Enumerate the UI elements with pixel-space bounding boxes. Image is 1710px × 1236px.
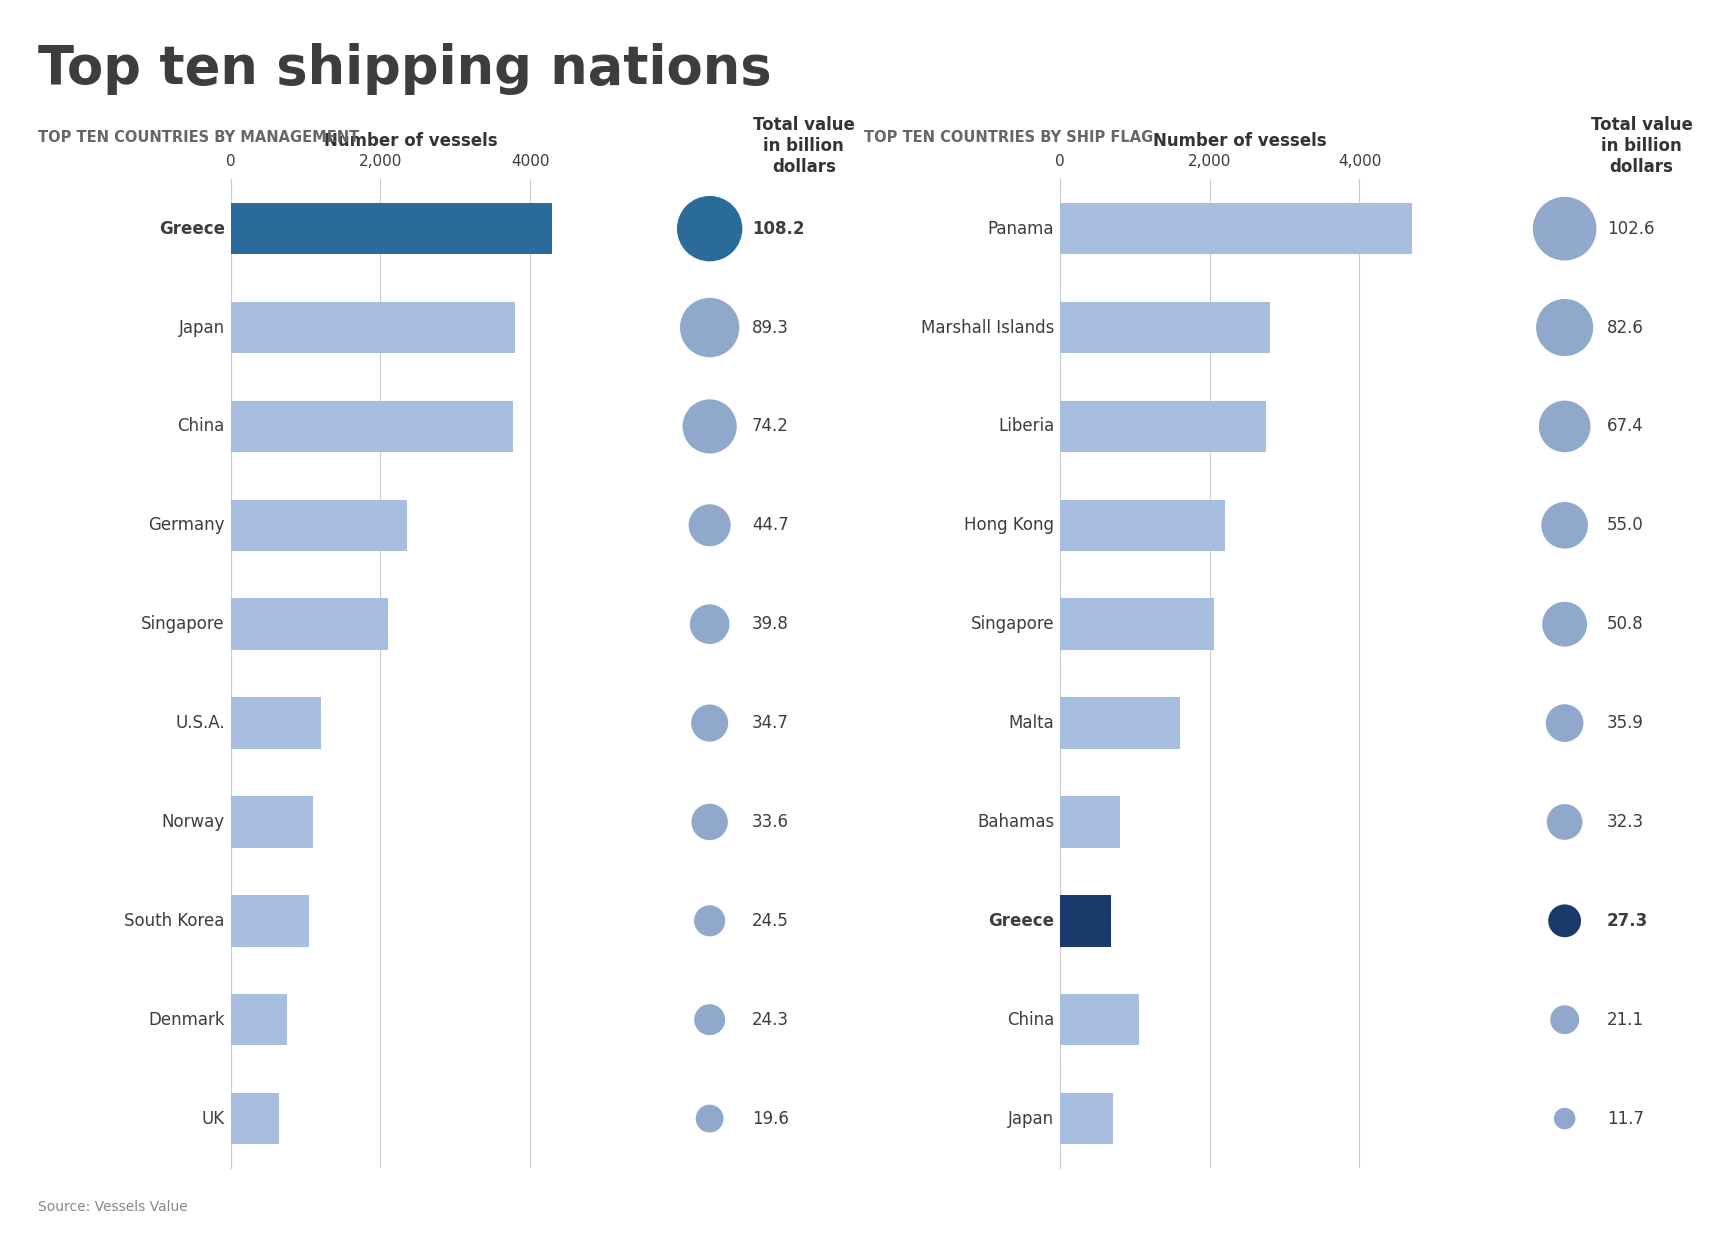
Bar [231,302,515,353]
Bar [231,1093,279,1145]
Text: 27.3: 27.3 [1607,912,1648,929]
Text: Source: Vessels Value: Source: Vessels Value [38,1200,188,1214]
Bar [1060,598,1214,650]
Bar [1060,499,1224,551]
Text: 35.9: 35.9 [1607,714,1643,732]
Text: Panama: Panama [988,220,1053,237]
Bar [231,400,513,452]
Ellipse shape [696,1105,723,1132]
Ellipse shape [1546,705,1583,742]
Bar [231,895,310,947]
Text: Singapore: Singapore [142,616,226,633]
Ellipse shape [691,705,728,742]
Text: Germany: Germany [149,517,226,534]
Text: 34.7: 34.7 [752,714,788,732]
Bar [1060,1093,1113,1145]
Text: Malta: Malta [1009,714,1053,732]
Bar [231,796,313,848]
Ellipse shape [681,298,739,357]
Text: Total value
in billion
dollars: Total value in billion dollars [752,116,855,176]
Text: 50.8: 50.8 [1607,616,1643,633]
Text: China: China [1007,1011,1053,1028]
Text: TOP TEN COUNTRIES BY SHIP FLAG: TOP TEN COUNTRIES BY SHIP FLAG [864,130,1153,145]
Text: 24.3: 24.3 [752,1011,788,1028]
Text: Top ten shipping nations: Top ten shipping nations [38,43,771,95]
Bar [1060,203,1412,255]
Text: 32.3: 32.3 [1607,813,1643,831]
Bar [231,203,552,255]
Ellipse shape [689,504,730,546]
Text: 24.5: 24.5 [752,912,788,929]
Text: Norway: Norway [162,813,226,831]
Ellipse shape [1554,1107,1575,1130]
Bar [1060,697,1180,749]
Bar [231,994,287,1046]
Bar [231,499,407,551]
Text: Greece: Greece [988,912,1053,929]
Text: TOP TEN COUNTRIES BY MANAGEMENT: TOP TEN COUNTRIES BY MANAGEMENT [38,130,359,145]
Ellipse shape [1532,197,1597,261]
Ellipse shape [1548,805,1582,839]
X-axis label: Number of vessels: Number of vessels [323,132,498,150]
Text: 19.6: 19.6 [752,1110,788,1127]
Text: 11.7: 11.7 [1607,1110,1643,1127]
X-axis label: Number of vessels: Number of vessels [1153,132,1327,150]
Text: 39.8: 39.8 [752,616,788,633]
Text: Bahamas: Bahamas [976,813,1053,831]
Text: Hong Kong: Hong Kong [964,517,1053,534]
Text: Singapore: Singapore [971,616,1053,633]
Ellipse shape [682,399,737,454]
Bar [1060,994,1139,1046]
Text: Japan: Japan [1009,1110,1053,1127]
Text: 67.4: 67.4 [1607,418,1643,435]
Bar [1060,796,1120,848]
Text: Liberia: Liberia [999,418,1053,435]
Text: Denmark: Denmark [149,1011,226,1028]
Text: 108.2: 108.2 [752,220,804,237]
Text: China: China [178,418,226,435]
Text: 89.3: 89.3 [752,319,788,336]
Text: 44.7: 44.7 [752,517,788,534]
Text: 102.6: 102.6 [1607,220,1655,237]
Bar [1060,895,1112,947]
Text: 82.6: 82.6 [1607,319,1643,336]
Ellipse shape [1551,1005,1578,1035]
Ellipse shape [1539,400,1590,452]
Text: 33.6: 33.6 [752,813,788,831]
Bar [1060,302,1269,353]
Ellipse shape [689,604,730,644]
Text: 74.2: 74.2 [752,418,788,435]
Text: 21.1: 21.1 [1607,1011,1643,1028]
Ellipse shape [694,905,725,937]
Text: U.S.A.: U.S.A. [174,714,226,732]
Text: Japan: Japan [180,319,226,336]
Ellipse shape [691,803,728,840]
Text: Marshall Islands: Marshall Islands [922,319,1053,336]
Ellipse shape [1542,602,1587,646]
Text: UK: UK [202,1110,226,1127]
Ellipse shape [677,197,742,261]
Text: Total value
in billion
dollars: Total value in billion dollars [1590,116,1693,176]
Bar [1060,400,1265,452]
Ellipse shape [694,1004,725,1036]
Text: 55.0: 55.0 [1607,517,1643,534]
Ellipse shape [1541,502,1589,549]
Text: South Korea: South Korea [125,912,226,929]
Ellipse shape [1536,299,1594,356]
Ellipse shape [1548,905,1582,937]
Text: Greece: Greece [159,220,226,237]
Bar [231,598,388,650]
Bar [231,697,321,749]
